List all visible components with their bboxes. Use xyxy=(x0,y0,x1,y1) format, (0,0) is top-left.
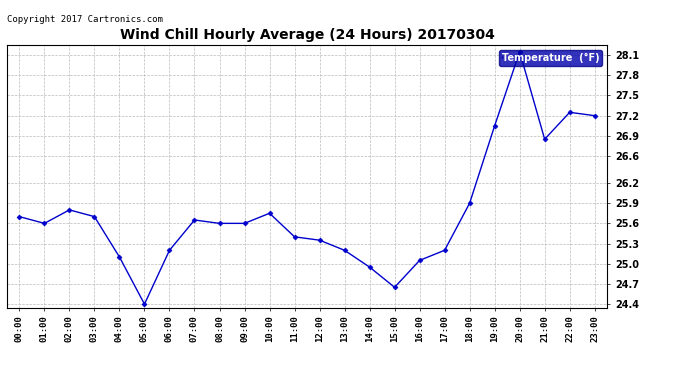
Legend: Temperature  (°F): Temperature (°F) xyxy=(499,50,602,66)
Title: Wind Chill Hourly Average (24 Hours) 20170304: Wind Chill Hourly Average (24 Hours) 201… xyxy=(119,28,495,42)
Text: Copyright 2017 Cartronics.com: Copyright 2017 Cartronics.com xyxy=(7,15,163,24)
